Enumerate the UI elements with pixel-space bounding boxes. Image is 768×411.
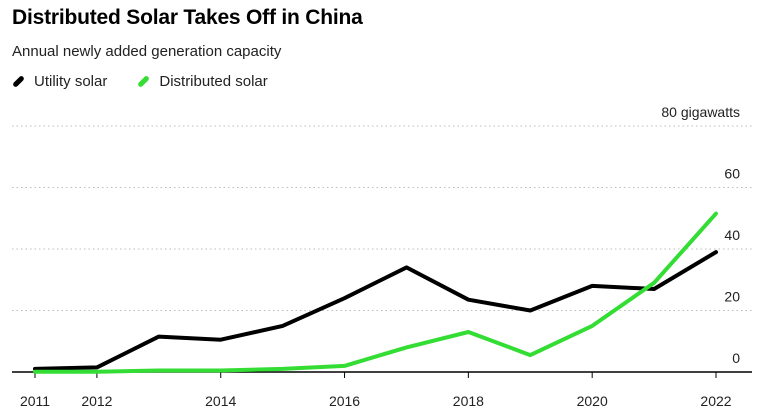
legend-item-distributed-solar: Distributed solar [137,73,268,90]
series-lines [33,211,718,374]
legend-label-distributed-solar: Distributed solar [159,73,268,90]
x-axis-ticks: 2011 2012 2014 2016 2018 2020 2022 [20,372,732,409]
series-line-utility-solar [33,250,718,371]
legend-label-utility-solar: Utility solar [34,73,108,90]
chart-subtitle: Annual newly added generation capacity [12,43,282,60]
chart-title: Distributed Solar Takes Off in China [12,6,363,29]
x-tick-label-2016: 2016 [329,393,360,409]
legend: Utility solar Distributed solar [12,73,298,90]
y-tick-label-60: 60 [724,166,740,182]
x-tick-label-2022: 2022 [700,393,731,409]
x-tick-label-2014: 2014 [205,393,236,409]
gridlines [12,125,752,311]
series-line-distributed-solar [33,211,718,374]
y-tick-label-20: 20 [724,289,740,305]
legend-item-utility-solar: Utility solar [12,73,107,90]
y-tick-label-0: 0 [732,350,740,366]
x-tick-label-2012: 2012 [81,393,112,409]
y-axis-tick-labels: 0 20 40 60 [724,166,740,367]
y-tick-label-40: 40 [724,227,740,243]
x-tick-label-2011: 2011 [20,393,50,409]
y-axis-unit-label: 80 gigawatts [661,104,740,120]
x-tick-label-2020: 2020 [577,393,608,409]
x-tick-label-2018: 2018 [453,393,484,409]
